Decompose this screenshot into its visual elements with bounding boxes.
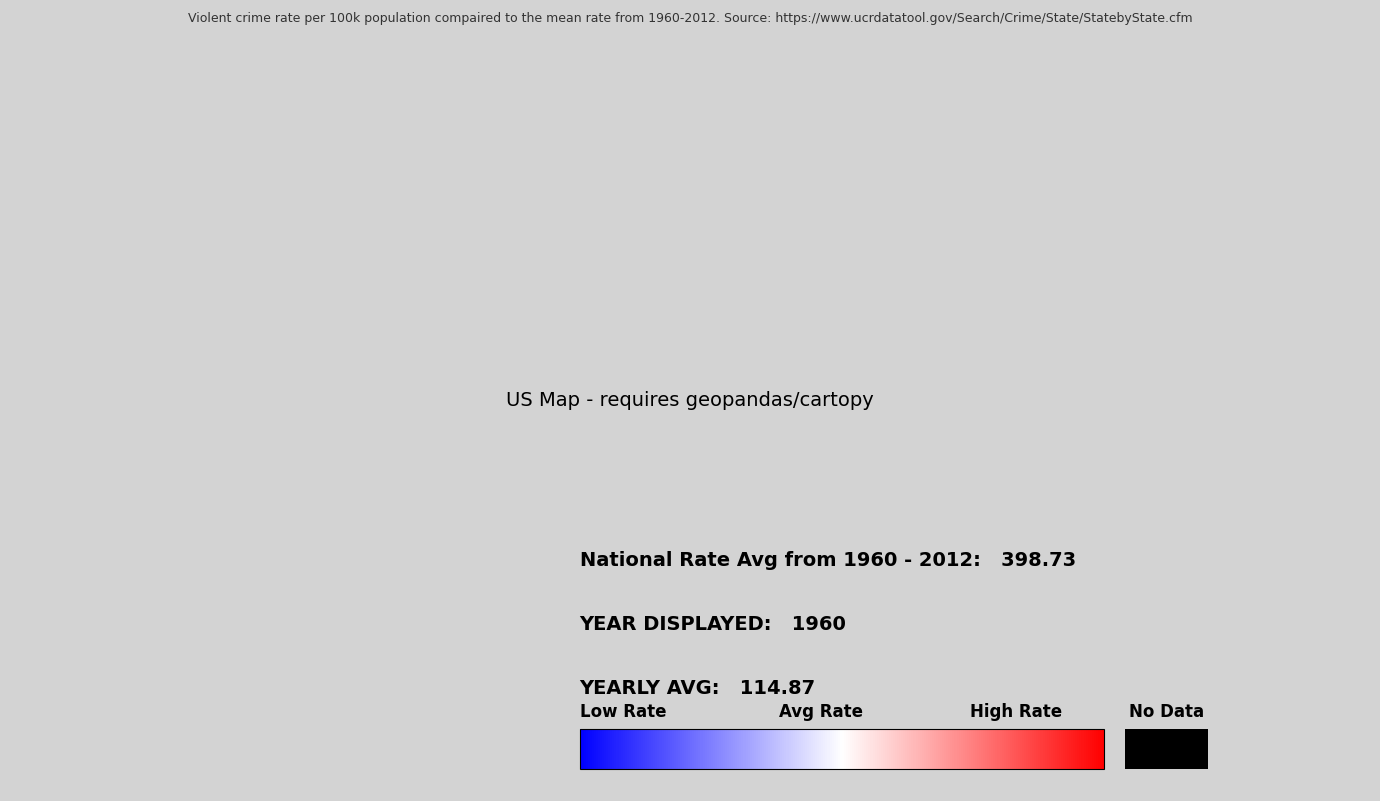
Text: Violent crime rate per 100k population compaired to the mean rate from 1960-2012: Violent crime rate per 100k population c…: [188, 12, 1192, 25]
Text: YEARLY AVG:   114.87: YEARLY AVG: 114.87: [580, 679, 816, 698]
Text: High Rate: High Rate: [970, 703, 1063, 721]
Text: US Map - requires geopandas/cartopy: US Map - requires geopandas/cartopy: [506, 391, 874, 410]
Text: Low Rate: Low Rate: [580, 703, 667, 721]
Text: Avg Rate: Avg Rate: [780, 703, 862, 721]
Text: National Rate Avg from 1960 - 2012:   398.73: National Rate Avg from 1960 - 2012: 398.…: [580, 551, 1076, 570]
Text: No Data: No Data: [1129, 703, 1203, 721]
Text: YEAR DISPLAYED:   1960: YEAR DISPLAYED: 1960: [580, 615, 846, 634]
